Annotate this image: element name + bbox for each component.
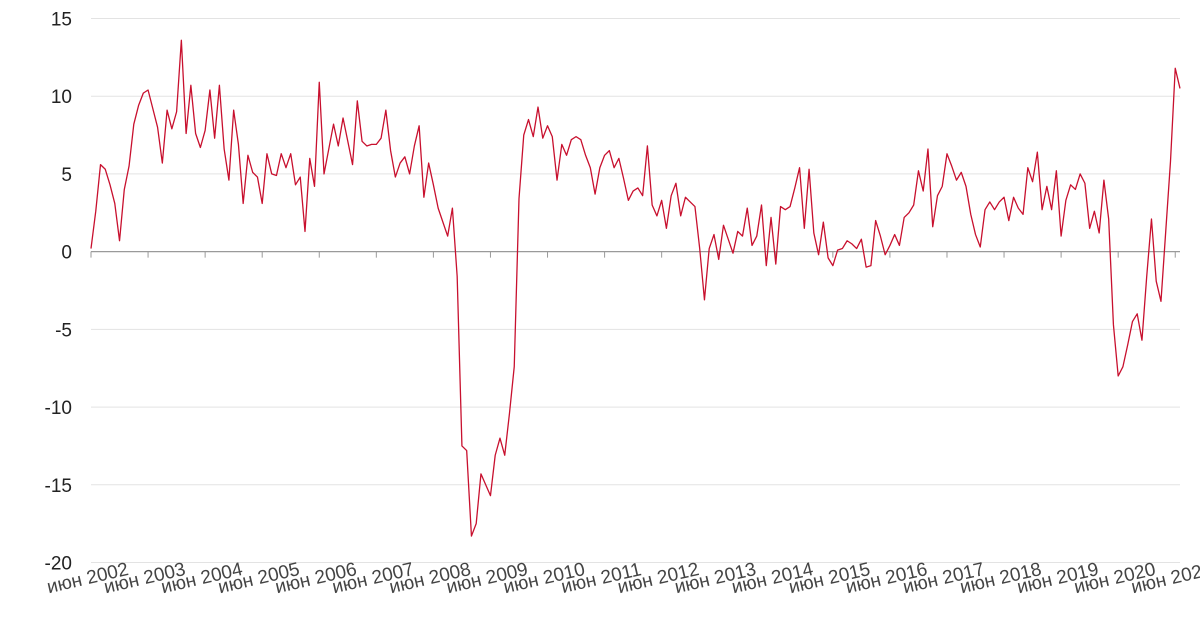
y-tick-label: -10: [45, 398, 72, 419]
series-line: [90, 39, 1181, 537]
y-tick-label: -20: [45, 554, 72, 575]
y-tick-label: 10: [51, 87, 72, 108]
y-tick-label: 0: [61, 243, 72, 264]
y-tick-label: 15: [51, 10, 72, 31]
y-tick-label: -5: [55, 320, 72, 341]
y-tick-label: -15: [45, 476, 72, 497]
series-layer: [90, 39, 1181, 537]
grid-layer: [91, 18, 1180, 563]
y-tick-label: 5: [61, 165, 72, 186]
y-axis: 15 10 5 0 -5 -10 -15 -20: [45, 10, 72, 575]
